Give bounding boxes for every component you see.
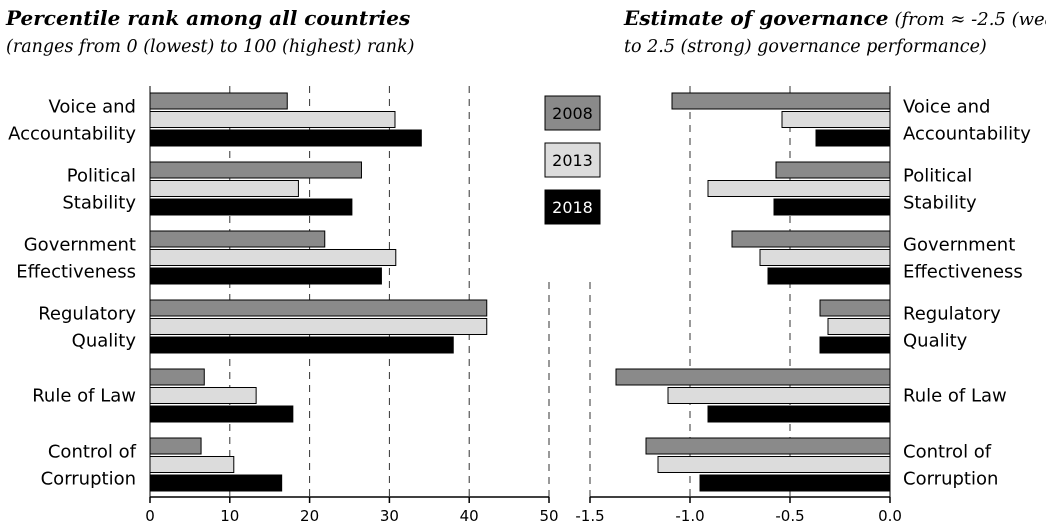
right-category-label: Voice and — [903, 97, 991, 118]
right-chart-subtitle: to 2.5 (strong) governance performance) — [624, 37, 987, 57]
left-bar — [149, 474, 283, 492]
right-bar — [819, 336, 891, 354]
right-bar — [819, 299, 891, 317]
left-tick-label: 50 — [539, 507, 558, 525]
left-bar — [149, 249, 397, 266]
legend-item-2008: 2008 — [544, 95, 601, 131]
legend-label: 2018 — [552, 198, 593, 217]
right-bar — [775, 161, 891, 179]
right-category-label: Corruption — [903, 469, 998, 490]
left-bar — [149, 336, 454, 354]
left-bar — [149, 267, 382, 285]
legend-swatch — [544, 95, 601, 131]
left-bar — [149, 456, 235, 473]
left-bar — [149, 387, 257, 404]
right-bar — [707, 180, 891, 197]
right-chart-title-line: Estimate of governance (from ≈ -2.5 (weak… — [623, 6, 1046, 30]
left-bar — [149, 405, 294, 423]
left-tick-label: 0 — [145, 507, 155, 525]
right-panel-title: Estimate of governance (from ≈ -2.5 (weak… — [623, 6, 1046, 57]
right-category-label: Accountability — [903, 124, 1031, 145]
left-category-label: Voice and — [49, 97, 137, 118]
left-tick-label: 40 — [460, 507, 479, 525]
right-bar — [667, 387, 891, 404]
left-bar — [149, 198, 353, 216]
left-category-label: Political — [67, 166, 136, 187]
right-category-label: Quality — [903, 331, 968, 352]
legend-label: 2008 — [552, 104, 593, 123]
right-bar — [645, 437, 891, 455]
left-category-label: Corruption — [41, 469, 136, 490]
legend-item-2018: 2018 — [544, 189, 601, 225]
legend-swatch — [544, 142, 601, 178]
left-bar — [149, 129, 422, 147]
left-bar — [149, 299, 488, 317]
left-bar — [149, 111, 396, 128]
right-tick-label: -0.5 — [775, 507, 804, 525]
left-plot-area: Voice and Accountability Political Stabilit… — [8, 86, 559, 525]
legend-label: 2013 — [552, 151, 593, 170]
left-category-label: Government — [24, 235, 136, 256]
left-tick-label: 10 — [220, 507, 239, 525]
left-category-label: Accountability — [8, 124, 136, 145]
left-tick-label: 30 — [380, 507, 399, 525]
right-category-label: Stability — [903, 193, 977, 214]
legend-swatch — [544, 189, 601, 225]
left-bar — [149, 180, 299, 197]
left-category-label: Stability — [62, 193, 136, 214]
left-category-label: Effectiveness — [16, 262, 136, 283]
right-chart-title-suffix: (from ≈ -2.5 (weak) — [894, 9, 1046, 30]
left-bar — [149, 92, 288, 110]
left-category-label: Quality — [72, 331, 137, 352]
right-bar — [767, 267, 891, 285]
right-bar — [699, 474, 891, 492]
right-bar — [759, 249, 891, 266]
right-tick-label: 0.0 — [878, 507, 902, 525]
legend-item-2013: 2013 — [544, 142, 601, 178]
right-bar — [773, 198, 891, 216]
right-bar — [657, 456, 891, 473]
left-bar — [149, 437, 202, 455]
right-bar — [615, 368, 891, 386]
left-bar — [149, 318, 488, 335]
right-category-label: Control of — [903, 442, 992, 463]
right-category-label: Political — [903, 166, 972, 187]
left-category-label: Regulatory — [38, 304, 136, 325]
right-bar — [827, 318, 891, 335]
left-category-label: Rule of Law — [32, 386, 136, 407]
left-panel-title: Percentile rank among all countries (ran… — [5, 6, 415, 57]
right-bar — [707, 405, 891, 423]
left-bar — [149, 161, 362, 179]
left-tick-label: 20 — [300, 507, 319, 525]
right-chart-title: Estimate of governance — [623, 6, 888, 30]
right-bar — [671, 92, 891, 110]
right-category-label: Government — [903, 235, 1015, 256]
right-tick-label: -1.0 — [675, 507, 704, 525]
right-bar — [731, 230, 891, 248]
left-bar — [149, 368, 205, 386]
right-plot-area: Voice and Accountability Political Stabilit… — [575, 86, 1031, 525]
right-tick-label: -1.5 — [575, 507, 604, 525]
left-chart-title: Percentile rank among all countries — [5, 6, 410, 30]
legend: 2008 2013 2018 — [544, 95, 601, 225]
right-bar — [815, 129, 891, 147]
right-category-label: Regulatory — [903, 304, 1001, 325]
left-chart-subtitle: (ranges from 0 (lowest) to 100 (highest)… — [6, 37, 415, 57]
left-category-label: Control of — [48, 442, 137, 463]
right-category-label: Effectiveness — [903, 262, 1023, 283]
right-bar — [781, 111, 891, 128]
left-bar — [149, 230, 326, 248]
right-category-label: Rule of Law — [903, 386, 1007, 407]
